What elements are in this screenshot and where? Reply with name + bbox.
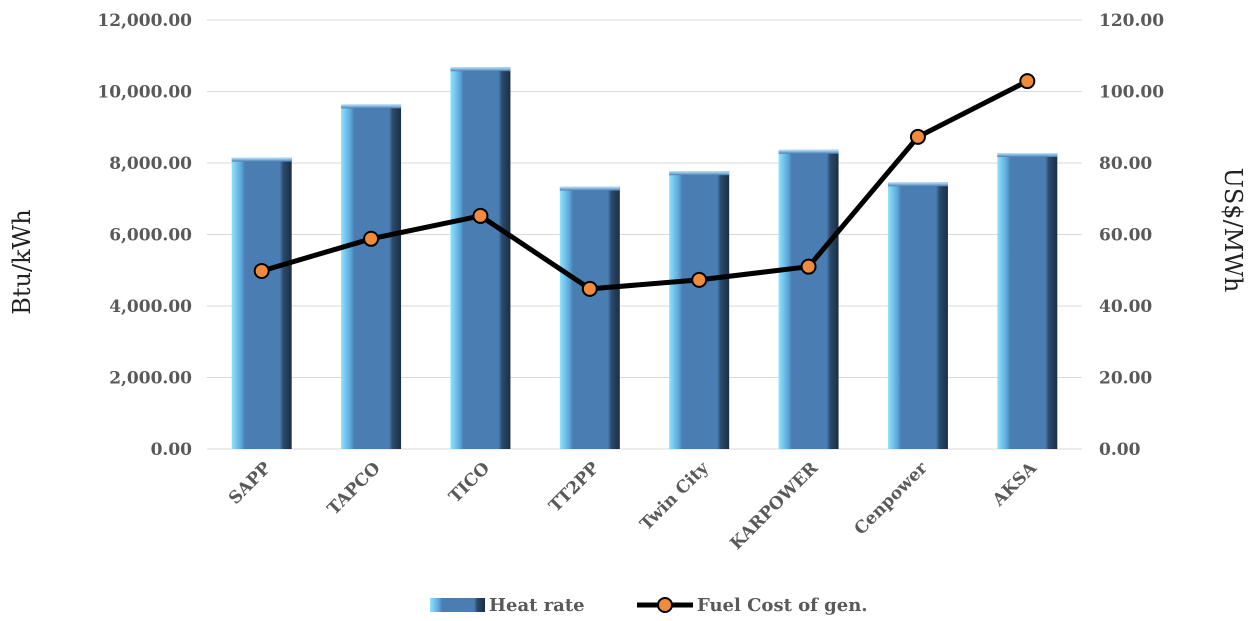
bar-top-bevel	[997, 152, 1058, 157]
left-axis-title: Btu/kWh	[8, 209, 36, 315]
category-label: SAPP	[225, 458, 275, 508]
fuel-cost-point	[909, 128, 926, 145]
left-axis-ticks: 0.00 2,000.00 4,000.00 6,000.00 8,000.00 10,0…	[97, 11, 192, 460]
left-tick-label: 8,000.00	[109, 154, 192, 174]
bar-body	[341, 104, 402, 450]
bar-tapco	[341, 104, 402, 450]
bar-body	[231, 157, 292, 449]
left-tick-label: 6,000.00	[109, 226, 192, 246]
fuel-cost-point	[581, 280, 598, 297]
left-tick-label: 12,000.00	[97, 11, 192, 31]
bar-series-heat-rate	[231, 67, 1058, 450]
legend-swatch-heat-rate	[430, 598, 485, 612]
bar-body	[450, 67, 511, 449]
category-label: TICO	[445, 458, 494, 507]
bar-body	[997, 152, 1058, 450]
bar-body	[778, 149, 839, 449]
bar-sapp	[231, 157, 292, 449]
bar-top-bevel	[887, 182, 948, 187]
bar-twin-city	[669, 171, 730, 449]
left-tick-label: 2,000.00	[109, 369, 192, 389]
category-label: AKSA	[988, 458, 1041, 511]
fuel-cost-point	[1019, 73, 1036, 90]
legend-label-fuel-cost: Fuel Cost of gen.	[697, 595, 868, 616]
fuel-cost-line	[260, 78, 1029, 292]
category-label: Cenpower	[851, 458, 933, 540]
line-series-fuel-cost	[253, 73, 1036, 297]
right-tick-label: 40.00	[1099, 297, 1152, 317]
right-tick-label: 0.00	[1099, 440, 1141, 460]
bar-top-bevel	[450, 67, 511, 72]
bar-tt2pp	[559, 186, 620, 449]
legend-swatch-fuel-cost-marker	[657, 597, 673, 613]
fuel-cost-point	[363, 230, 380, 247]
legend-label-heat-rate: Heat rate	[489, 595, 585, 616]
bar-cenpower	[887, 182, 948, 449]
right-axis-ticks: 0.00 20.00 40.00 60.00 80.00 100.00 120.00	[1099, 11, 1164, 460]
legend: Heat rate Fuel Cost of gen.	[430, 595, 868, 616]
bar-top-bevel	[778, 149, 839, 154]
fuel-cost-point	[472, 207, 489, 224]
bar-top-bevel	[341, 104, 402, 109]
left-tick-label: 10,000.00	[97, 83, 192, 103]
category-label: TAPCO	[324, 458, 385, 519]
bar-body	[559, 186, 620, 449]
bar-karpower	[778, 149, 839, 449]
right-tick-label: 20.00	[1099, 369, 1152, 389]
bar-top-bevel	[231, 157, 292, 162]
category-label: Twin City	[636, 458, 713, 535]
bar-aksa	[997, 152, 1058, 450]
bar-body	[887, 182, 948, 449]
fuel-cost-point	[253, 262, 270, 279]
right-tick-label: 120.00	[1099, 11, 1164, 31]
bar-body	[669, 171, 730, 449]
right-tick-label: 80.00	[1099, 154, 1152, 174]
right-axis-title: US$/MWh	[1219, 168, 1247, 293]
left-tick-label: 0.00	[151, 440, 193, 460]
gridlines	[207, 19, 1082, 450]
fuel-cost-point	[691, 271, 708, 288]
bar-top-bevel	[559, 186, 620, 191]
category-label: KARPOWER	[727, 458, 823, 554]
category-label: TT2PP	[545, 458, 603, 516]
right-tick-label: 100.00	[1099, 83, 1164, 103]
fuel-cost-point	[800, 258, 817, 275]
right-tick-label: 60.00	[1099, 226, 1152, 246]
left-tick-label: 4,000.00	[109, 297, 192, 317]
category-axis-labels: SAPP TAPCO TICO TT2PP Twin City KARPOWER Cenpo…	[225, 458, 1041, 554]
bar-top-bevel	[669, 171, 730, 176]
bar-tico	[450, 67, 511, 449]
